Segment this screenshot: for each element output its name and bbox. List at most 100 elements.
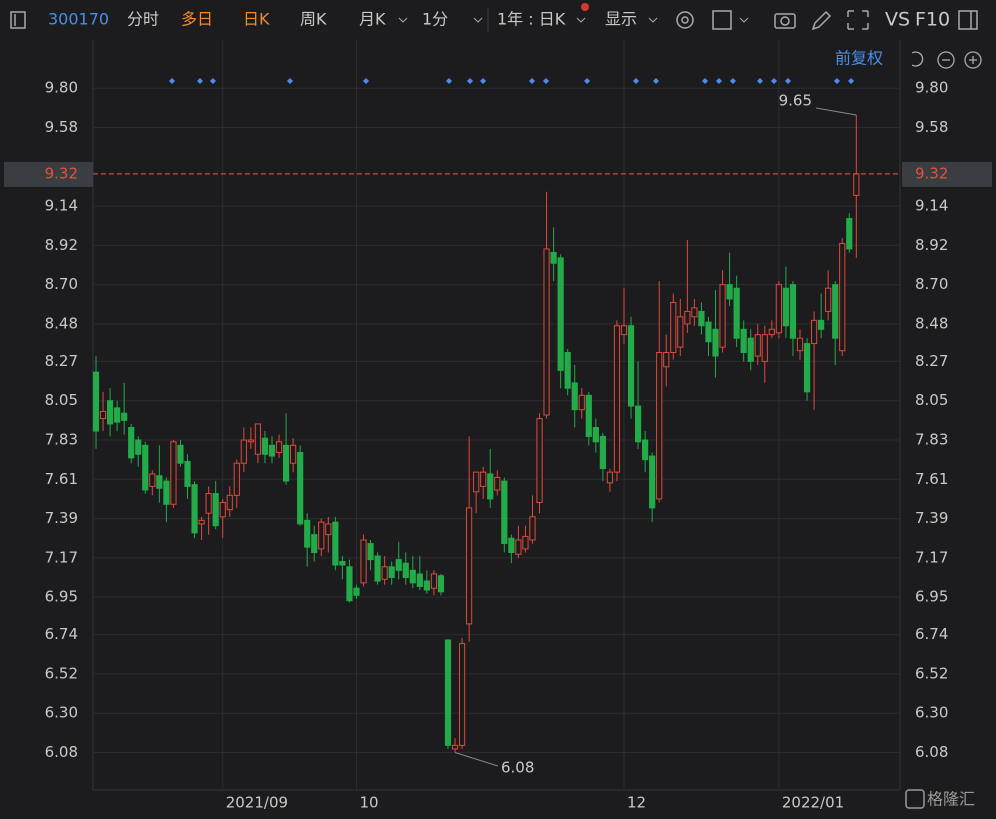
candle-body xyxy=(663,352,670,368)
y-tick-label: 8.48 xyxy=(45,314,78,332)
candle-body xyxy=(853,173,860,196)
candle-body xyxy=(297,452,304,525)
candle-body xyxy=(184,460,191,487)
candle-body xyxy=(656,352,663,500)
fullscreen-icon[interactable] xyxy=(847,10,869,30)
x-tick-label: 10 xyxy=(359,794,378,812)
candle-body xyxy=(318,521,325,550)
display-select[interactable]: 显示 xyxy=(605,10,637,29)
candle-body xyxy=(430,573,438,589)
y-tick-label: 8.70 xyxy=(45,275,78,293)
candle-body xyxy=(114,407,121,423)
candle-body xyxy=(775,284,782,334)
candle-body xyxy=(832,284,839,339)
y-tick-label-right: 9.80 xyxy=(915,79,948,97)
zoom-out-icon[interactable] xyxy=(937,51,955,69)
min-label: 6.08 xyxy=(501,759,534,777)
candle-body xyxy=(458,643,466,746)
chevron xyxy=(739,17,749,23)
y-tick-label: 9.80 xyxy=(45,79,78,97)
period-select[interactable]: 1年 : 日K xyxy=(497,10,566,29)
settings-icon[interactable] xyxy=(676,11,694,29)
event-marker xyxy=(757,78,763,84)
event-marker xyxy=(702,78,708,84)
y-tick-label: 6.95 xyxy=(45,588,78,606)
sidebar-icon[interactable] xyxy=(10,11,26,29)
candle-body xyxy=(747,337,754,362)
overlay: 9.32 9.32 9.65 6.08 xyxy=(4,92,992,777)
candle-body xyxy=(599,435,606,470)
y-tick-label-right: 6.52 xyxy=(915,664,948,682)
chevron xyxy=(648,17,658,23)
y-tick-label: 6.52 xyxy=(45,664,78,682)
candle-body xyxy=(92,371,100,432)
event-marker xyxy=(480,78,486,84)
event-marker xyxy=(169,78,175,84)
event-marker xyxy=(785,78,791,84)
panel-icon[interactable] xyxy=(958,10,978,30)
candle-body xyxy=(634,405,642,443)
candle-body xyxy=(346,566,353,602)
candle-body xyxy=(149,473,156,487)
checkbox-icon[interactable] xyxy=(712,10,732,30)
candle-body xyxy=(796,337,804,352)
tab-active[interactable]: 日K xyxy=(243,10,270,29)
candle-body xyxy=(768,328,775,336)
candle-body xyxy=(261,437,269,455)
candle-body xyxy=(740,328,747,353)
y-tick-label: 9.14 xyxy=(45,197,78,215)
candle-body xyxy=(761,334,768,362)
max-leader xyxy=(815,107,857,116)
min-leader xyxy=(454,752,499,767)
candle-body xyxy=(226,494,233,511)
candle-body xyxy=(99,410,107,420)
marks xyxy=(92,115,860,753)
candle-body xyxy=(128,427,135,459)
notice-dot xyxy=(581,3,589,11)
vs-button[interactable]: VS xyxy=(885,9,910,31)
last-price-box xyxy=(4,161,93,187)
candle-body xyxy=(649,455,656,509)
watermark-logo xyxy=(905,789,925,809)
candle-body xyxy=(487,473,494,500)
camera-icon[interactable] xyxy=(774,13,796,29)
candle-body xyxy=(233,462,240,496)
candle-body xyxy=(642,439,649,461)
candle-body xyxy=(156,475,163,489)
settings-icon-core xyxy=(681,16,689,24)
y-tick-label-right: 7.17 xyxy=(915,548,948,566)
y-tick-label-right: 9.14 xyxy=(915,197,948,215)
y-tick-label-right: 6.08 xyxy=(915,743,948,761)
candle-body xyxy=(620,325,628,336)
candle-body xyxy=(684,310,691,325)
candle-body xyxy=(691,307,698,318)
candle-body xyxy=(121,412,128,421)
tab[interactable]: 1分 xyxy=(422,10,448,29)
y-tick-label-right: 6.74 xyxy=(915,625,948,643)
adjust-mode[interactable]: 前复权 xyxy=(835,49,883,68)
candle-body xyxy=(240,439,247,464)
candle-body xyxy=(381,566,388,580)
pen-icon[interactable] xyxy=(811,10,832,31)
tab[interactable]: 月K xyxy=(359,10,386,29)
y-tick-label-right: 8.48 xyxy=(915,314,948,332)
candle-body xyxy=(395,559,402,571)
candle-body xyxy=(698,310,705,327)
zoom-in-icon[interactable] xyxy=(964,51,982,69)
f10-button[interactable]: F10 xyxy=(915,9,950,31)
stock-code[interactable]: 300170 xyxy=(48,10,109,29)
candle-body xyxy=(311,534,318,554)
tab[interactable]: 周K xyxy=(300,10,327,29)
event-marker xyxy=(716,78,722,84)
zoom-in-plus xyxy=(969,56,977,64)
tab[interactable]: 多日 xyxy=(181,10,213,29)
event-marker xyxy=(467,78,473,84)
undo-icon[interactable] xyxy=(911,51,924,67)
candle-body xyxy=(627,325,635,407)
event-marker xyxy=(834,78,840,84)
event-marker xyxy=(363,78,369,84)
candle-body xyxy=(670,302,677,353)
candle-body xyxy=(825,287,832,312)
tab[interactable]: 分时 xyxy=(127,10,159,29)
